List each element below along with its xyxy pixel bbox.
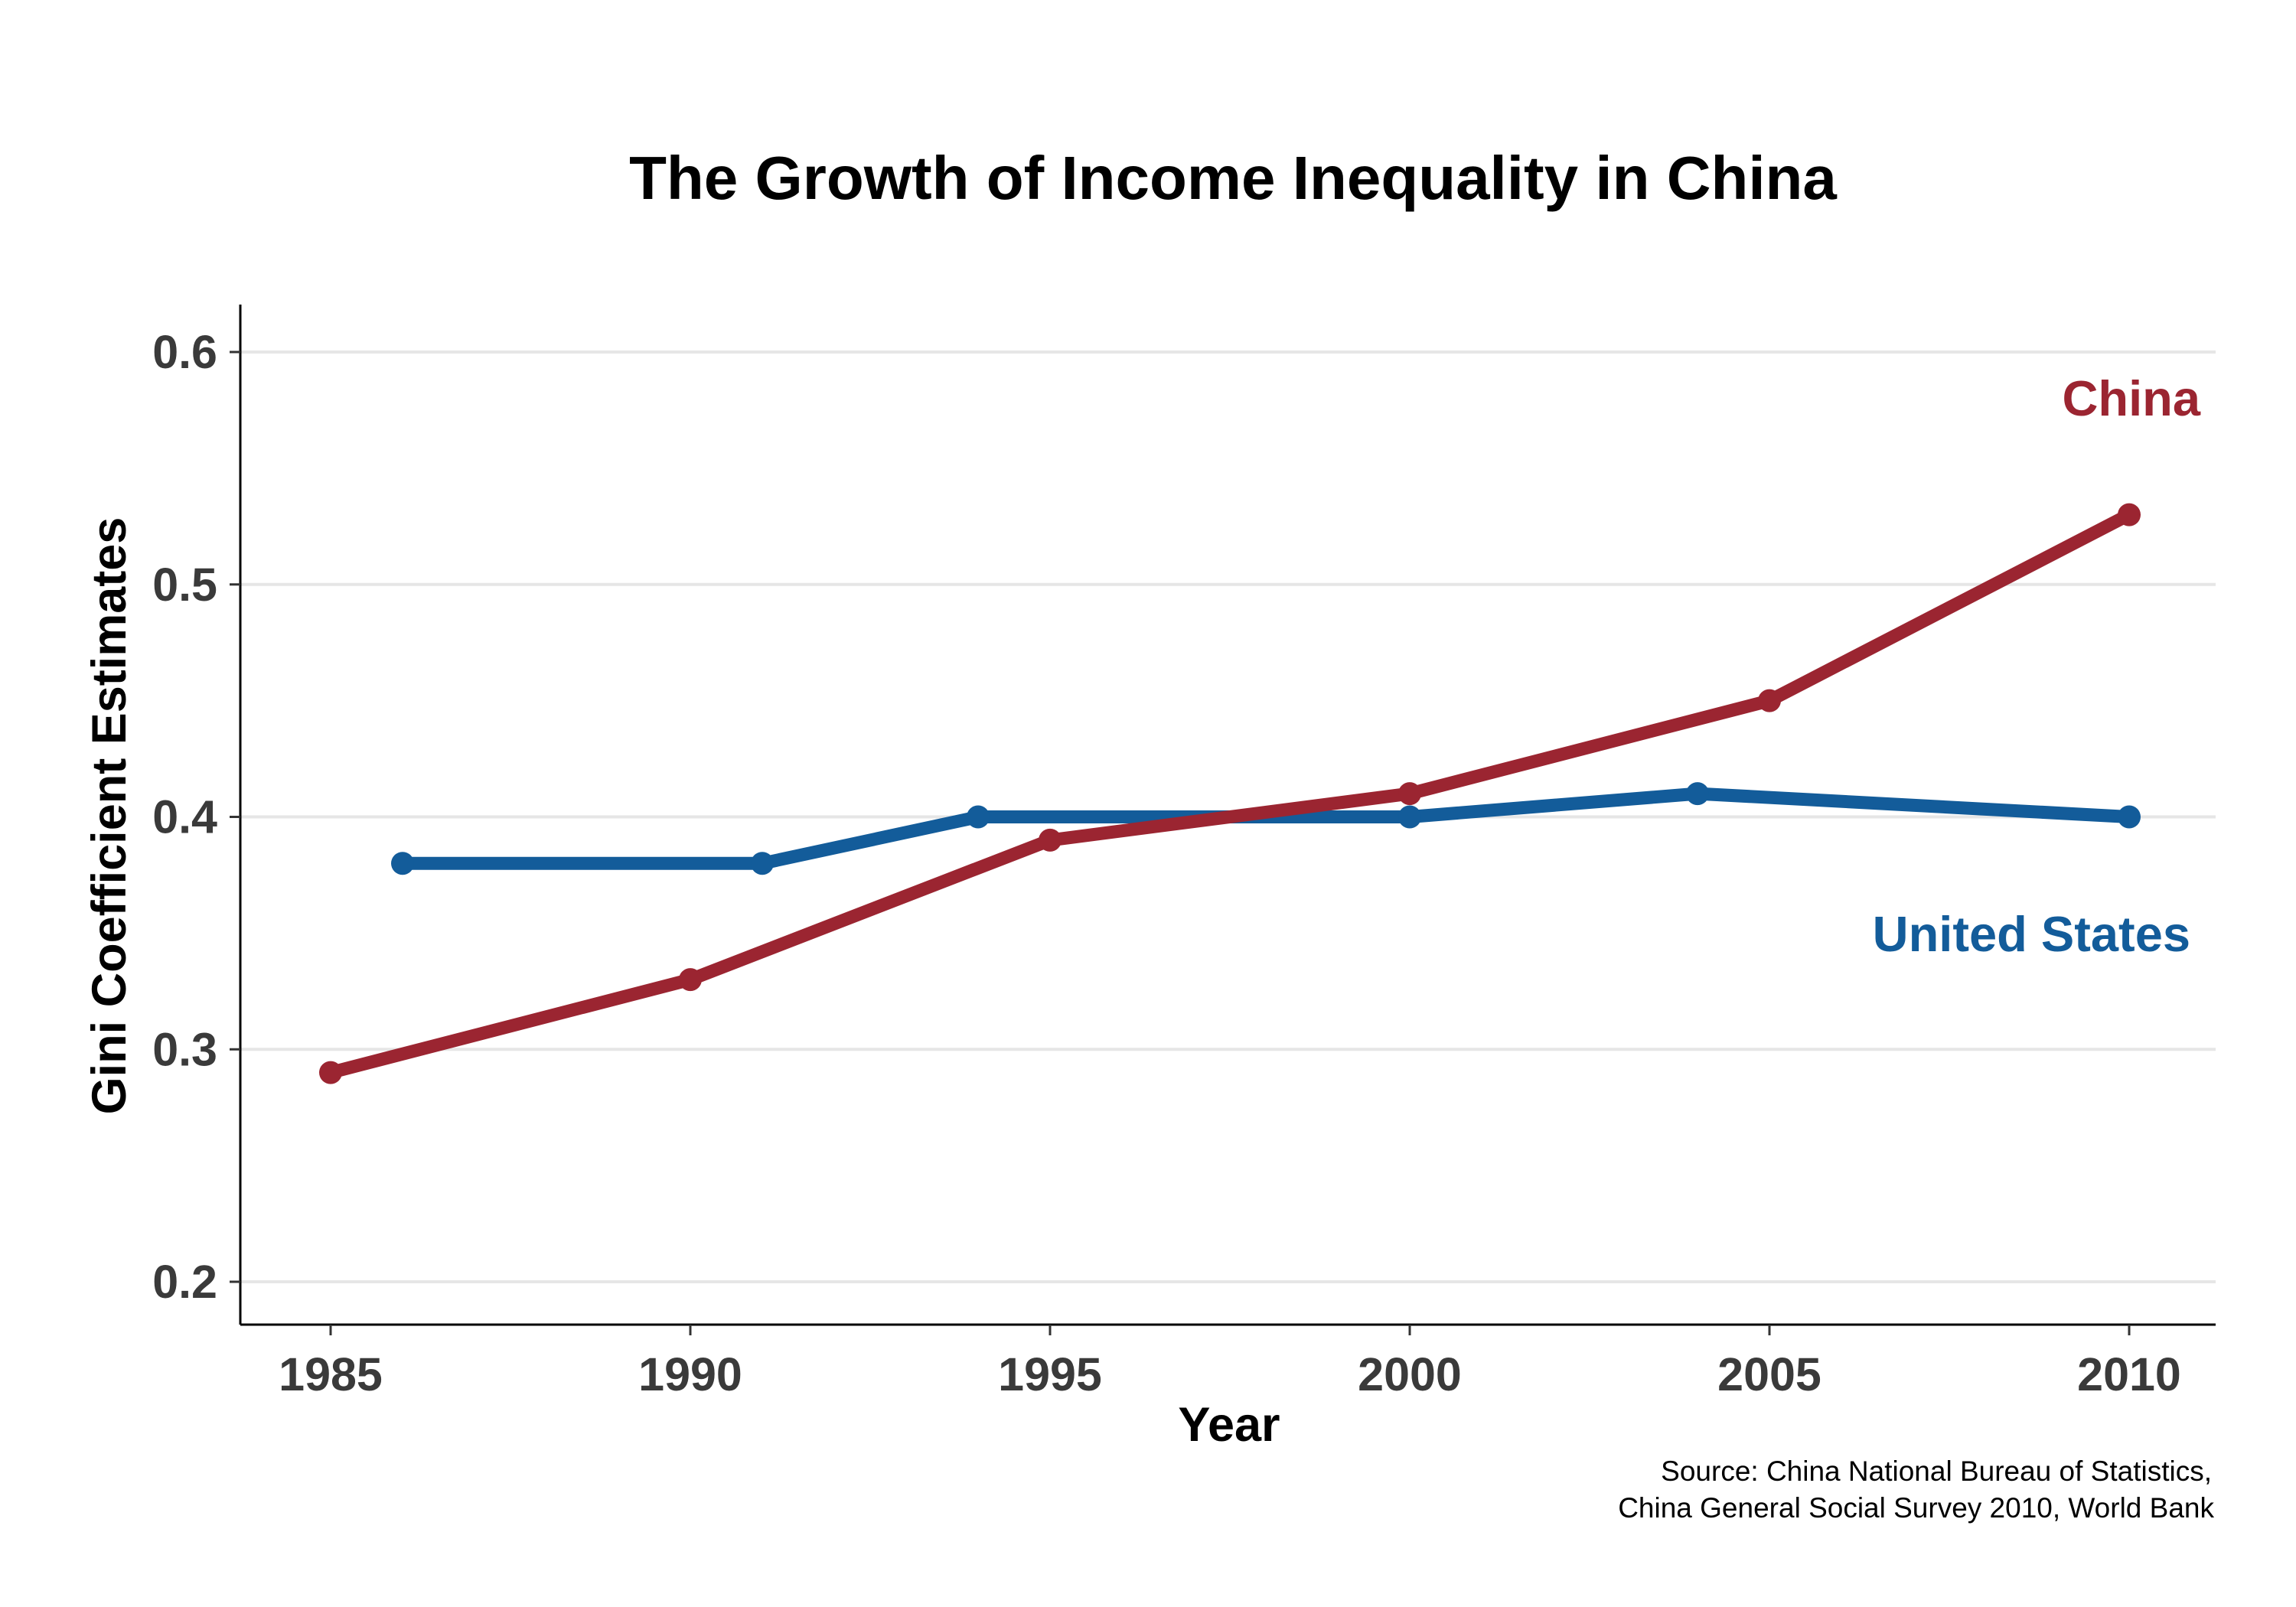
x-tick-label: 2010 <box>2077 1348 2181 1400</box>
chart-title: The Growth of Income Inequality in China <box>629 144 1837 212</box>
source-note-line-1: Source: China National Bureau of Statist… <box>1661 1455 2212 1487</box>
source-note-line-2: China General Social Survey 2010, World … <box>1618 1492 2214 1524</box>
y-tick-label: 0.5 <box>152 559 217 611</box>
data-point-united-states <box>967 805 990 829</box>
x-tick-label: 2005 <box>1717 1348 1821 1400</box>
series-layer <box>319 503 2141 1084</box>
data-point-china <box>319 1061 342 1084</box>
data-point-china <box>1758 689 1781 712</box>
data-point-china <box>2118 503 2141 526</box>
data-point-united-states <box>1398 805 1421 829</box>
x-axis-ticks: 1985 1990 1995 2000 2005 2010 <box>279 1325 2181 1400</box>
x-tick-label: 1985 <box>279 1348 383 1400</box>
y-tick-label: 0.3 <box>152 1023 217 1075</box>
data-point-united-states <box>1686 782 1709 806</box>
x-axis-label: Year <box>1178 1398 1280 1452</box>
data-point-united-states <box>2118 805 2141 829</box>
series-label-china: China <box>2062 370 2200 426</box>
y-tick-label: 0.4 <box>152 791 217 843</box>
series-china <box>319 503 2141 1084</box>
data-point-china <box>679 968 702 992</box>
data-point-united-states <box>751 852 774 875</box>
x-tick-label: 1990 <box>638 1348 742 1400</box>
x-tick-label: 1995 <box>998 1348 1102 1400</box>
y-axis-label: Gini Coefficient Estimates <box>83 517 136 1115</box>
series-line-united-states <box>396 787 2136 870</box>
data-point-united-states <box>391 852 414 875</box>
series-line-china <box>324 508 2136 1080</box>
y-tick-label: 0.6 <box>152 326 217 378</box>
series-label-united-states: United States <box>1873 906 2190 962</box>
y-tick-label: 0.2 <box>152 1256 217 1308</box>
x-tick-label: 2000 <box>1358 1348 1462 1400</box>
y-axis-ticks: 0.2 0.3 0.4 0.5 0.6 <box>152 326 240 1308</box>
series-united-states <box>391 782 2141 875</box>
data-point-china <box>1039 828 1062 852</box>
data-point-china <box>1398 782 1421 806</box>
